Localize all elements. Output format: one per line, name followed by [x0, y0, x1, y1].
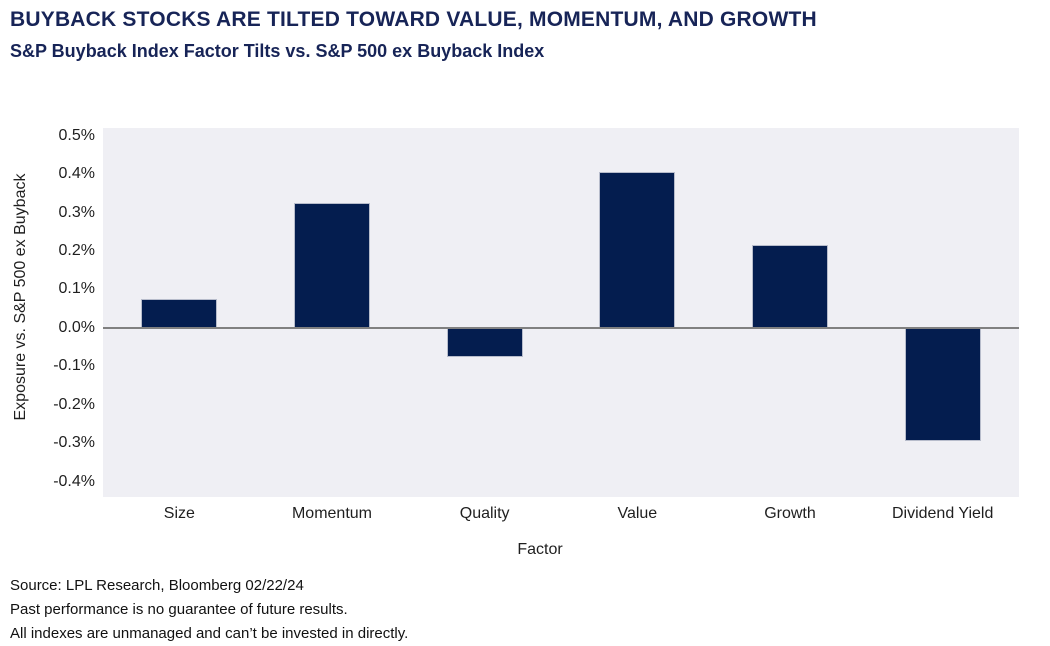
y-tick-label: -0.2% — [53, 395, 95, 413]
x-tick-label-momentum: Momentum — [291, 505, 372, 522]
bar-value — [599, 172, 676, 328]
x-axis-title: Factor — [517, 541, 563, 558]
y-tick-label: 0.4% — [58, 165, 95, 183]
x-tick-label-size: Size — [163, 505, 195, 522]
bar-dividend-yield — [904, 327, 981, 442]
chart-title: BUYBACK STOCKS ARE TILTED TOWARD VALUE, … — [10, 8, 817, 31]
plot-area — [103, 128, 1019, 497]
bar-momentum — [294, 202, 370, 328]
y-axis-title: Exposure vs. S&P 500 ex Buyback — [12, 173, 29, 421]
y-tick-label: 0.2% — [58, 242, 95, 259]
x-tick-label-growth: Growth — [764, 505, 816, 522]
y-tick-label: 0.1% — [58, 280, 95, 298]
source-line: Source: LPL Research, Bloomberg 02/22/24 — [10, 577, 304, 594]
y-tick-label: 0.0% — [58, 318, 95, 336]
x-tick-label-quality: Quality — [459, 505, 510, 522]
y-tick-label: 0.3% — [58, 203, 95, 221]
chart-subtitle: S&P Buyback Index Factor Tilts vs. S&P 5… — [10, 41, 545, 61]
disclaimer-line-1: Past performance is no guarantee of futu… — [10, 601, 348, 618]
bar-quality — [446, 327, 523, 357]
y-tick-label: -0.1% — [53, 357, 95, 375]
zero-axis-line — [103, 326, 1019, 329]
bar-growth — [752, 245, 828, 328]
bar-size — [141, 299, 218, 328]
y-tick-label: -0.4% — [53, 472, 95, 490]
disclaimer-line-2: All indexes are unmanaged and can’t be i… — [10, 625, 409, 642]
y-tick-label: -0.3% — [53, 434, 95, 452]
x-tick-label-value: Value — [617, 505, 658, 522]
source-footnote: Source: LPL Research, Bloomberg 02/22/24… — [10, 574, 408, 646]
x-tick-label-dividend-yield: Dividend Yield — [891, 505, 994, 522]
y-tick-label: 0.5% — [58, 126, 95, 144]
